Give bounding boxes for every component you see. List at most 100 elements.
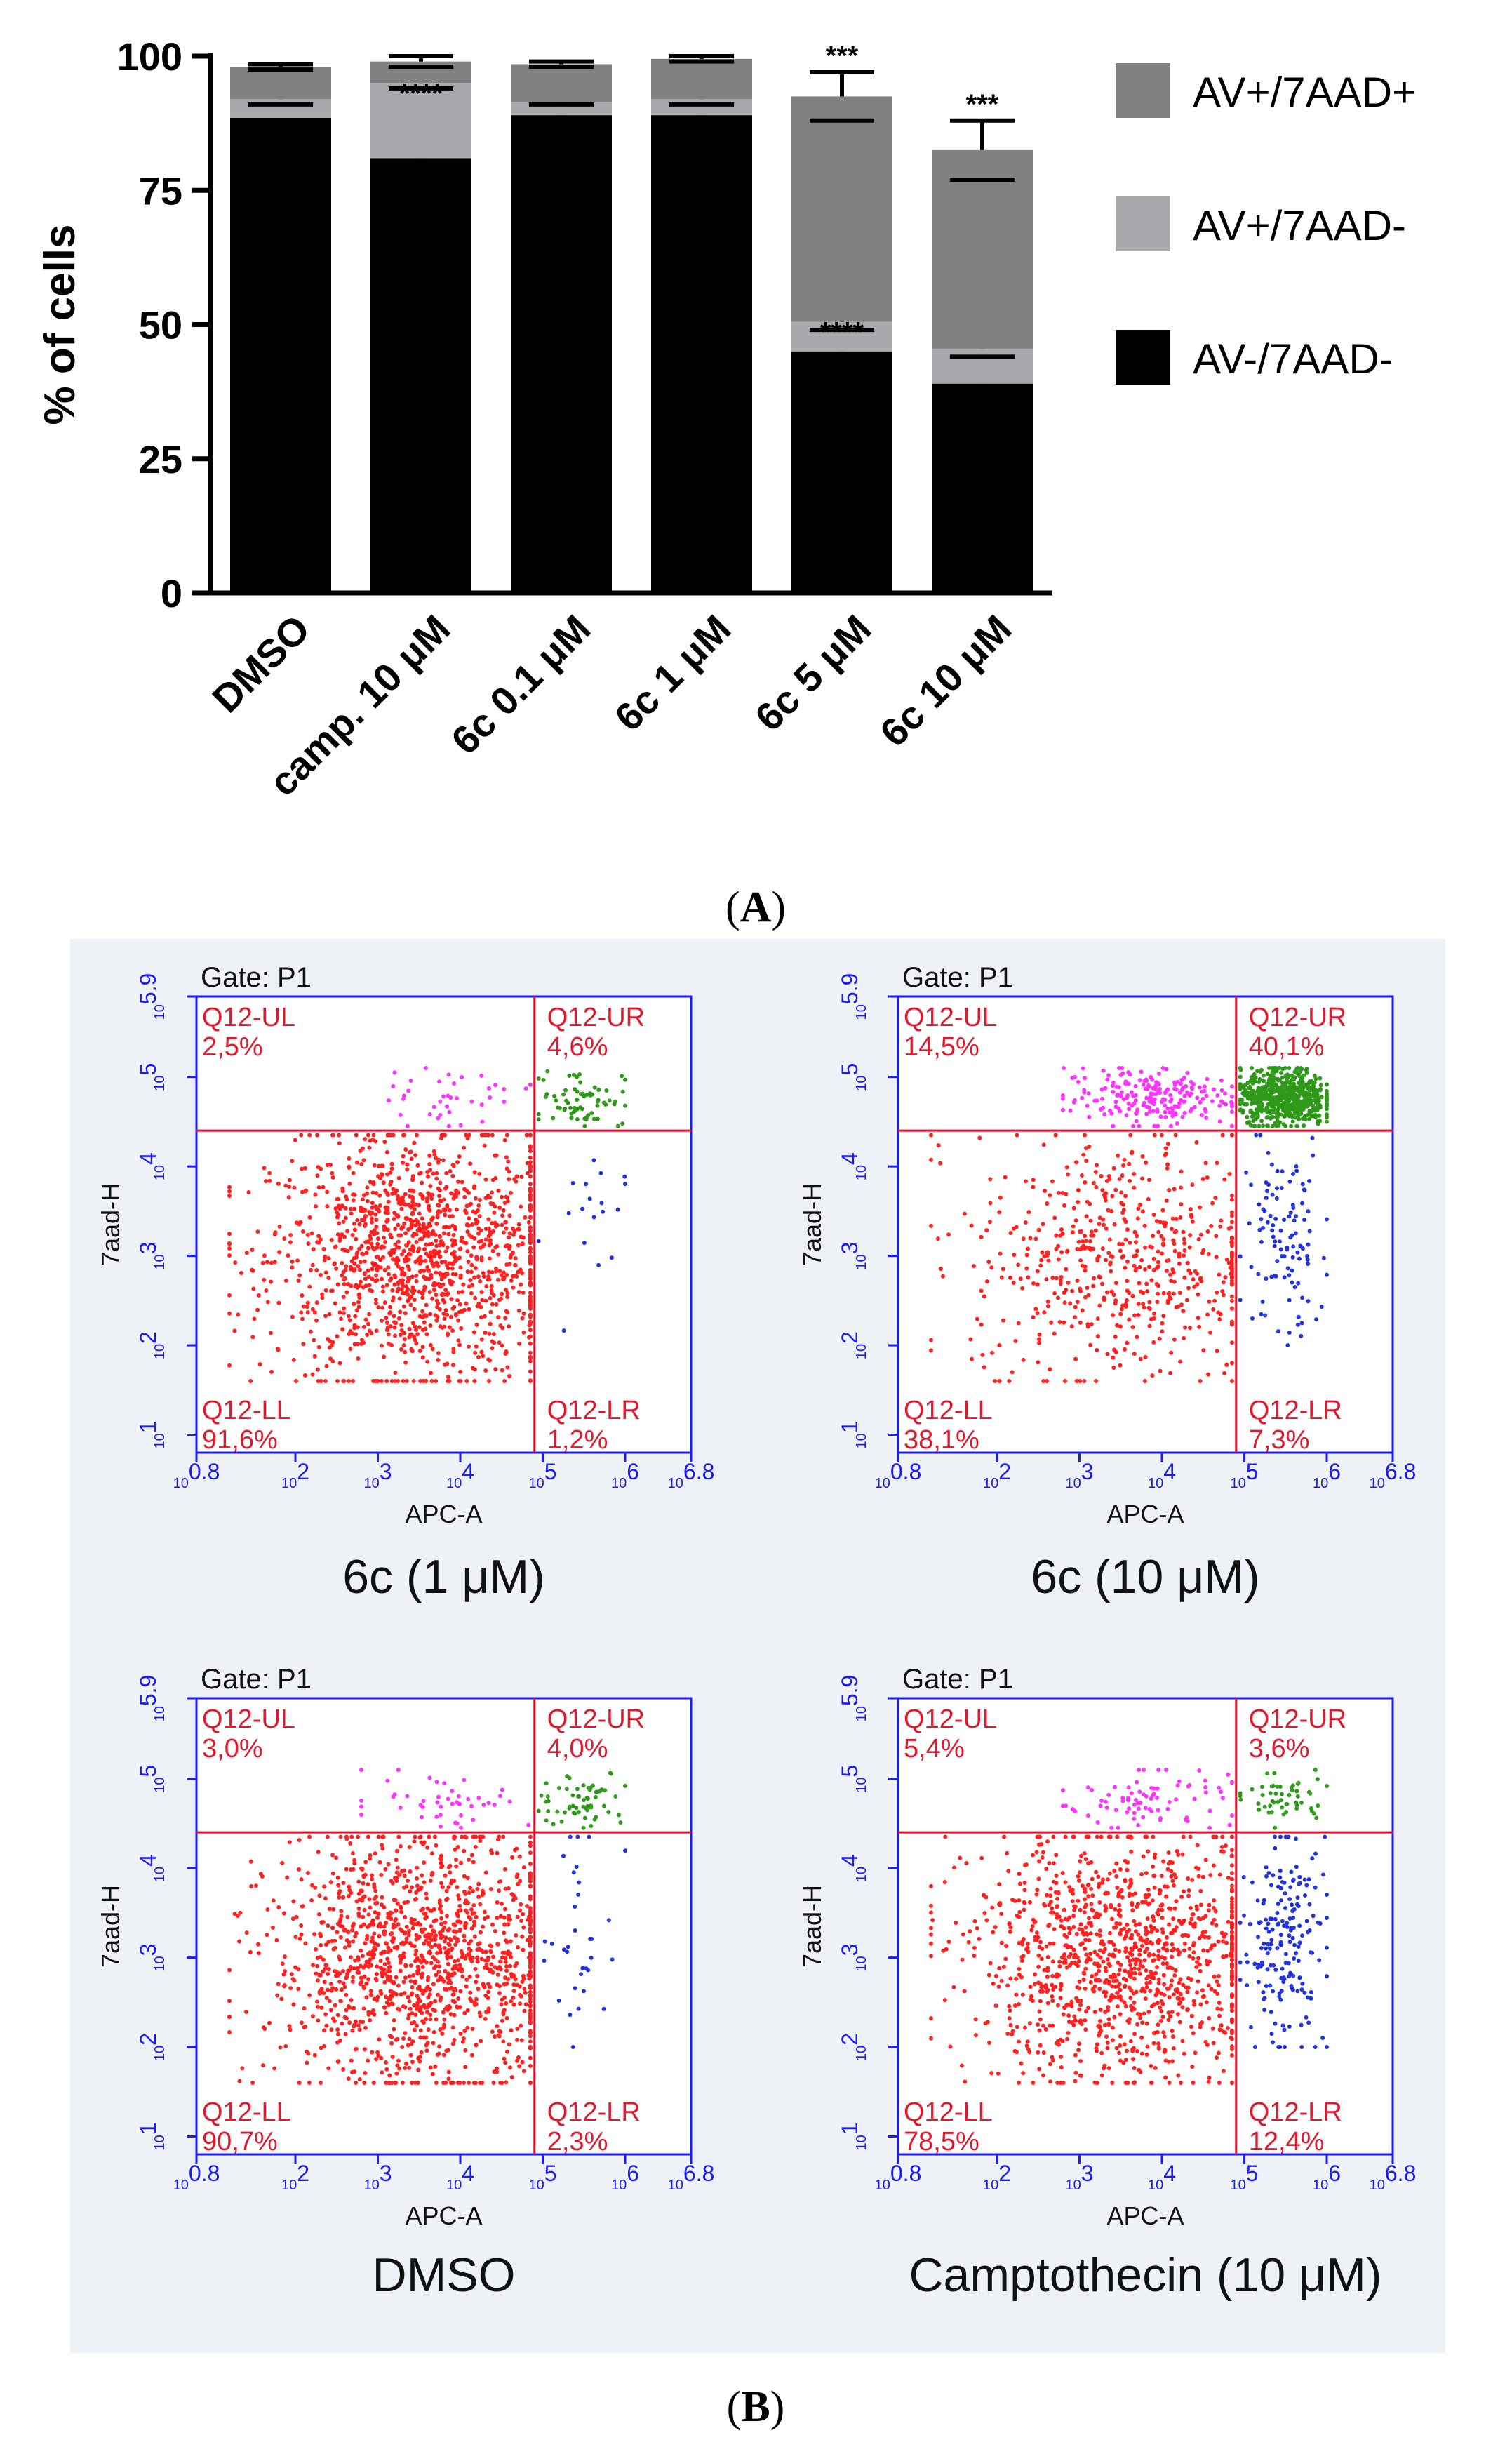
event-point: [1124, 1298, 1129, 1302]
event-point: [1160, 1097, 1165, 1102]
event-point: [434, 1270, 439, 1275]
event-point: [314, 1204, 319, 1209]
event-point: [1229, 1100, 1233, 1105]
event-point: [1193, 1269, 1198, 1274]
event-point: [528, 1314, 533, 1319]
event-point: [1191, 2081, 1196, 2086]
event-point: [348, 1347, 353, 1352]
event-point: [1287, 1330, 1292, 1335]
event-point: [506, 1159, 511, 1164]
event-point: [1229, 1236, 1234, 1241]
event-point: [399, 1206, 404, 1211]
event-point: [616, 1813, 621, 1818]
event-point: [1165, 1258, 1170, 1263]
event-point: [401, 1379, 406, 1384]
event-point: [227, 1246, 232, 1251]
event-point: [551, 1822, 556, 1827]
event-point: [446, 1072, 451, 1077]
quadrant-name-ur: Q12-UR: [1249, 1003, 1346, 1032]
event-point: [497, 1340, 502, 1345]
event-point: [386, 1949, 391, 1954]
event-point: [484, 1283, 489, 1288]
event-point: [1252, 1072, 1257, 1076]
event-point: [429, 1258, 434, 1263]
event-point: [608, 1771, 613, 1776]
event-point: [439, 1858, 443, 1862]
event-point: [488, 1985, 493, 1989]
event-point: [571, 1072, 576, 1077]
event-point: [592, 1085, 597, 1090]
event-point: [1151, 1340, 1156, 1345]
event-point: [461, 2081, 466, 2086]
event-point: [319, 1942, 323, 1947]
event-point: [505, 1291, 510, 1296]
event-point: [984, 1918, 989, 1923]
event-point: [556, 1786, 561, 1791]
event-point: [486, 1996, 490, 2001]
event-point: [1164, 1894, 1169, 1899]
event-point: [1249, 1265, 1254, 1269]
event-point: [1247, 1086, 1252, 1091]
event-point: [1229, 1220, 1234, 1225]
event-point: [1185, 1070, 1190, 1075]
event-point: [423, 1276, 428, 1281]
event-point: [412, 1334, 417, 1339]
event-point: [425, 1978, 430, 1982]
event-point: [361, 1881, 366, 1886]
event-point: [417, 1835, 422, 1840]
event-point: [1291, 1244, 1296, 1249]
event-point: [307, 1133, 312, 1138]
event-point: [238, 1910, 243, 1915]
event-point: [1229, 1848, 1234, 1853]
event-point: [336, 1203, 341, 1208]
event-point: [395, 1901, 400, 1906]
event-point: [479, 1228, 483, 1233]
event-point: [358, 1148, 363, 1153]
event-point: [589, 1803, 594, 1808]
event-point: [481, 1802, 486, 1807]
event-point: [460, 1834, 464, 1839]
event-point: [1229, 1210, 1234, 1215]
event-point: [1085, 1103, 1090, 1108]
event-point: [1095, 1163, 1099, 1168]
event-point: [381, 1180, 386, 1185]
event-point: [1299, 1076, 1304, 1081]
event-point: [1175, 1121, 1179, 1126]
event-point: [362, 1894, 367, 1899]
event-point: [1278, 1070, 1283, 1075]
event-point: [340, 1260, 344, 1265]
event-point: [401, 1160, 406, 1165]
event-point: [938, 1161, 943, 1166]
event-point: [1175, 1848, 1179, 1853]
event-point: [447, 1325, 452, 1330]
event-point: [465, 1910, 470, 1915]
event-point: [382, 1905, 387, 1910]
event-point: [1274, 1186, 1279, 1191]
event-point: [474, 1980, 479, 1985]
event-point: [1144, 1112, 1149, 1116]
event-point: [1107, 1177, 1112, 1182]
event-point: [1113, 1187, 1118, 1192]
event-point: [1057, 1320, 1062, 1325]
event-point: [460, 1180, 464, 1185]
event-point: [1191, 1081, 1196, 1086]
event-point: [349, 1834, 354, 1839]
event-point: [1059, 1918, 1064, 1923]
event-point: [1008, 1275, 1012, 1280]
event-point: [366, 1834, 370, 1839]
event-point: [401, 1271, 406, 1276]
event-point: [454, 1864, 459, 1869]
event-point: [1229, 1361, 1234, 1366]
event-point: [929, 1903, 933, 1908]
event-point: [1147, 1265, 1152, 1269]
event-point: [417, 1222, 422, 1227]
event-point: [1088, 1239, 1092, 1243]
event-point: [399, 1287, 404, 1292]
event-point: [382, 1932, 387, 1937]
event-point: [1127, 1161, 1132, 1166]
event-point: [1175, 1079, 1180, 1084]
event-point: [1069, 1324, 1074, 1329]
event-point: [1118, 1093, 1123, 1098]
event-point: [474, 1996, 479, 2001]
event-point: [288, 1986, 293, 1991]
